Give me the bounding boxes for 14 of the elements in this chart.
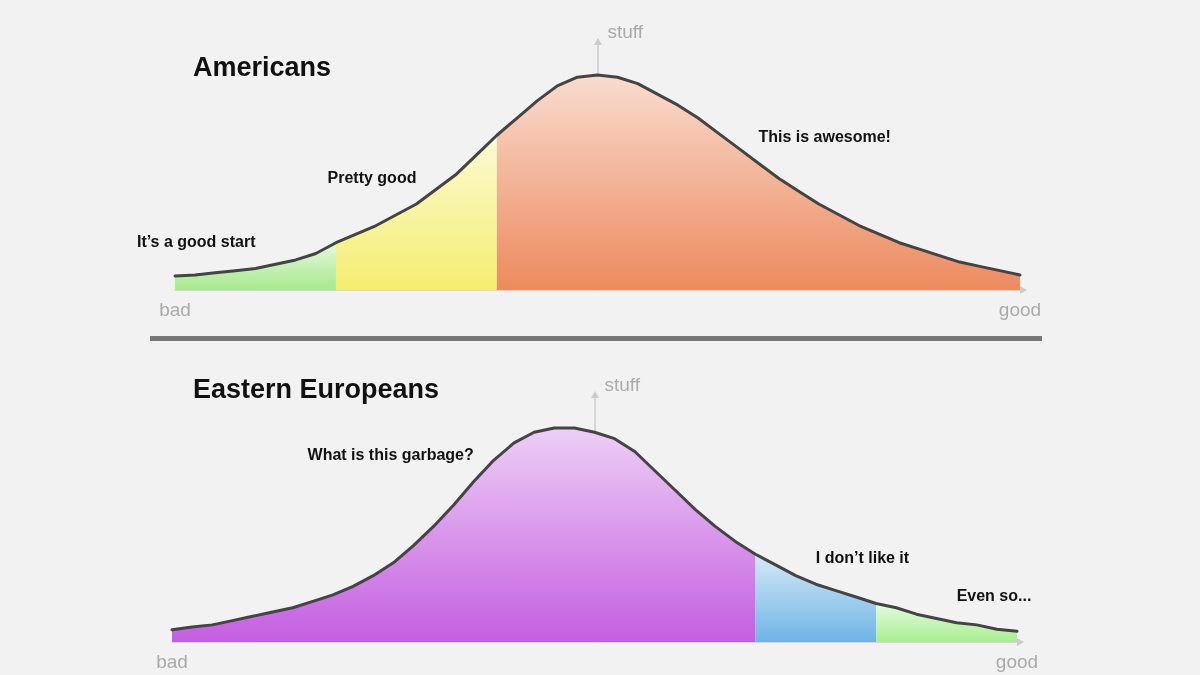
x-tick-label: bad — [159, 299, 191, 320]
series-label: What is this garbage? — [307, 445, 474, 463]
series-label: It’s a good start — [136, 233, 257, 251]
x-tick-label: good — [998, 299, 1042, 320]
chart-title: Americans — [193, 51, 332, 82]
y-axis-title: stuff — [604, 374, 641, 395]
x-tick-label: good — [995, 651, 1039, 672]
chart-title: Eastern Europeans — [193, 373, 440, 404]
series-label: Pretty good — [327, 168, 417, 186]
series-label: I don’t like it — [815, 548, 910, 566]
y-axis-title: stuff — [607, 21, 644, 42]
x-tick-label: bad — [156, 651, 188, 672]
series-label: Even so... — [956, 587, 1032, 605]
series-label: This is awesome! — [758, 127, 891, 145]
